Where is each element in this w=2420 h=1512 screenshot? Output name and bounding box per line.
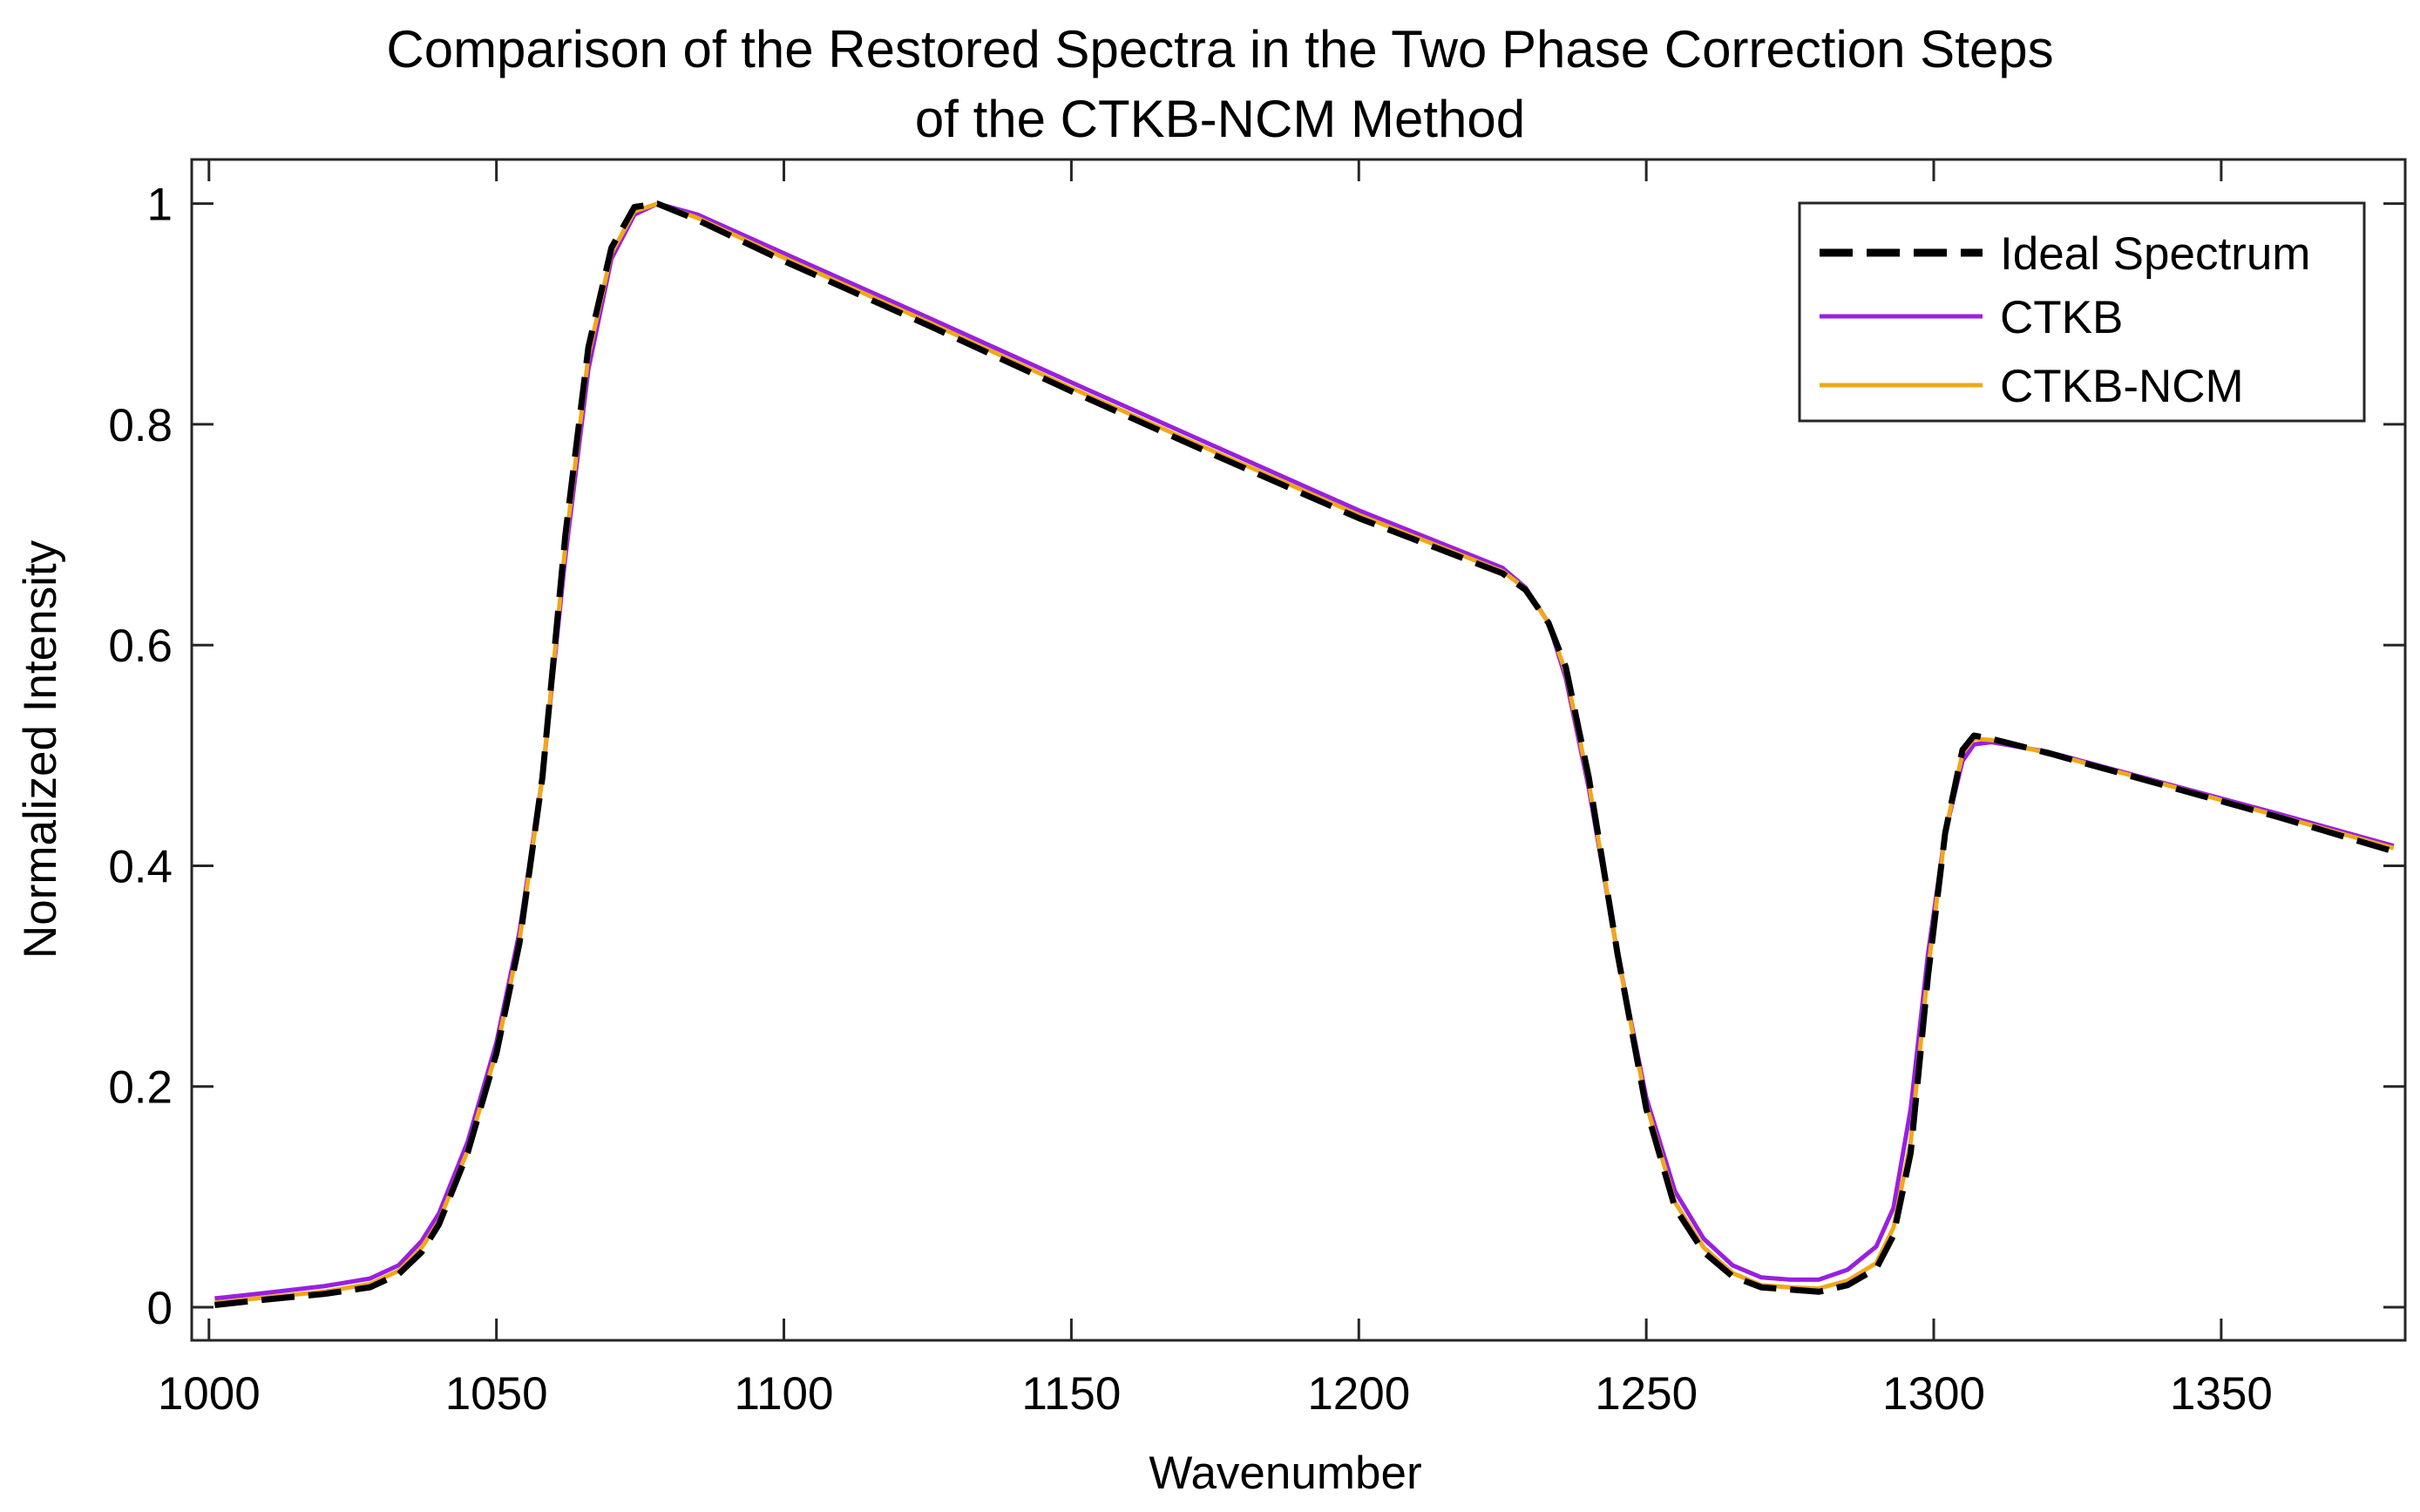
y-tick-label: 1	[147, 180, 173, 231]
legend-label-ctkb: CTKB	[2000, 292, 2123, 343]
y-tick-label: 0	[147, 1283, 173, 1334]
legend-label-ideal-spectrum: Ideal Spectrum	[2000, 228, 2310, 280]
series-line-ideal-spectrum	[214, 200, 2395, 1308]
y-axis-label: Normalized Intensity	[15, 539, 66, 959]
legend-label-ctkb-ncm: CTKB-NCM	[2000, 361, 2244, 412]
x-tick-label: 1150	[1021, 1368, 1121, 1420]
chart-title-line2: of the CTKB-NCM Method	[915, 90, 1525, 148]
x-tick-label: 1250	[1595, 1368, 1698, 1420]
y-tick-label: 0.4	[108, 841, 173, 892]
y-tick-label: 0.6	[108, 620, 173, 672]
y-tick-label: 0.2	[108, 1062, 173, 1114]
x-tick-label: 1050	[445, 1368, 548, 1420]
legend: Ideal Spectrum CTKB CTKB-NCM	[1798, 201, 2366, 423]
x-tick-label: 1300	[1882, 1368, 1985, 1420]
x-axis-label: Wavenumber	[1149, 1448, 1421, 1499]
x-tick-label: 1200	[1307, 1368, 1410, 1420]
series-group	[214, 200, 2395, 1308]
plot-area-frame	[190, 158, 2407, 1342]
y-tick-label: 0.8	[108, 400, 173, 451]
x-tick-label: 1000	[158, 1368, 261, 1420]
x-tick-label: 1350	[2170, 1368, 2273, 1420]
ticks-group: 1000 1050 1100 1150 1200 1250 1300 1350 0 0.2 0.4 0…	[108, 159, 2405, 1420]
x-tick-label: 1100	[735, 1368, 834, 1420]
chart-title-line1: Comparison of the Restored Spectra in th…	[386, 20, 2053, 78]
